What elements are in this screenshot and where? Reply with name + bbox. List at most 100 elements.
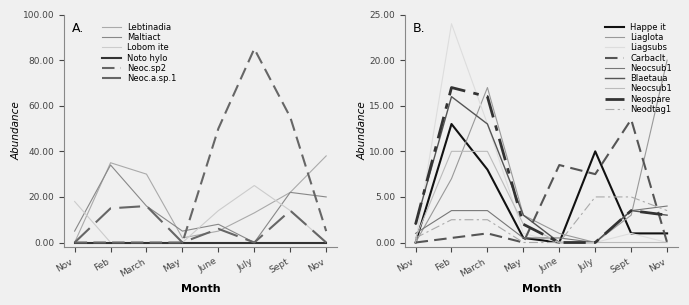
Noto hylo	[106, 241, 114, 244]
Line: Blaetaua: Blaetaua	[415, 97, 667, 242]
Maltiact	[143, 204, 151, 208]
Lobom ite	[106, 241, 114, 244]
Happe it	[627, 231, 635, 235]
Liagsubs	[411, 241, 420, 244]
Lebtinadia	[322, 154, 330, 158]
Maltiact	[250, 241, 258, 244]
Line: Liaglota: Liaglota	[415, 60, 667, 242]
Happe it	[591, 149, 599, 153]
Maltiact	[178, 229, 187, 233]
Neocsub1	[447, 209, 455, 213]
Neospare	[591, 241, 599, 244]
Text: A.: A.	[72, 22, 84, 34]
Line: Happe it: Happe it	[415, 124, 667, 242]
Liaglota	[483, 86, 491, 89]
Carbaclt	[447, 236, 455, 240]
Neocsub1	[520, 222, 528, 226]
Liagsubs	[520, 231, 528, 235]
Neospare	[627, 209, 635, 213]
Liagsubs	[555, 241, 564, 244]
Neocsub1	[663, 204, 671, 208]
Legend: Happe it, Liaglota, Liagsubs, Carbaclt, Neocsub1, Blaetaua, Neocsub1, Neospare, : Happe it, Liaglota, Liagsubs, Carbaclt, …	[604, 21, 674, 115]
Line: Neoc.sp2: Neoc.sp2	[74, 49, 326, 242]
Neocsub1	[627, 241, 635, 244]
Neodtag1	[411, 236, 420, 240]
Neospare	[663, 213, 671, 217]
Neoc.sp2	[214, 127, 223, 131]
Neospare	[555, 241, 564, 244]
Neospare	[411, 222, 420, 226]
Liagsubs	[591, 241, 599, 244]
Liagsubs	[663, 241, 671, 244]
Neoc.sp2	[322, 229, 330, 233]
Carbaclt	[555, 163, 564, 167]
Liaglota	[411, 241, 420, 244]
Neocsub1	[520, 236, 528, 240]
Line: Lobom ite: Lobom ite	[74, 185, 326, 242]
Lebtinadia	[70, 241, 79, 244]
Carbaclt	[591, 172, 599, 176]
Line: Neocsub1: Neocsub1	[415, 206, 667, 242]
Line: Neoc.a.sp.1: Neoc.a.sp.1	[74, 206, 326, 242]
Carbaclt	[663, 241, 671, 244]
Noto hylo	[214, 241, 223, 244]
Liaglota	[520, 213, 528, 217]
Maltiact	[286, 191, 294, 194]
Carbaclt	[627, 118, 635, 121]
Neodtag1	[663, 209, 671, 213]
Happe it	[555, 241, 564, 244]
Neoc.sp2	[178, 241, 187, 244]
Neoc.sp2	[70, 241, 79, 244]
Liagsubs	[447, 22, 455, 26]
Neodtag1	[447, 218, 455, 221]
Liaglota	[627, 213, 635, 217]
Neocsub1	[411, 231, 420, 235]
Neoc.a.sp.1	[286, 209, 294, 213]
Liaglota	[555, 231, 564, 235]
Neocsub1	[591, 241, 599, 244]
X-axis label: Month: Month	[522, 284, 561, 294]
Blaetaua	[663, 213, 671, 217]
Lobom ite	[178, 241, 187, 244]
Carbaclt	[520, 241, 528, 244]
Neoc.sp2	[143, 241, 151, 244]
Neocsub1	[447, 149, 455, 153]
Carbaclt	[483, 231, 491, 235]
Blaetaua	[555, 241, 564, 244]
Maltiact	[106, 163, 114, 167]
Lobom ite	[143, 241, 151, 244]
Noto hylo	[322, 241, 330, 244]
Lebtinadia	[214, 229, 223, 233]
Noto hylo	[178, 241, 187, 244]
Neoc.a.sp.1	[143, 204, 151, 208]
Lobom ite	[322, 241, 330, 244]
Neodtag1	[627, 195, 635, 199]
Line: Lebtinadia: Lebtinadia	[74, 156, 326, 242]
Neocsub1	[555, 241, 564, 244]
Liagsubs	[627, 231, 635, 235]
Liaglota	[591, 241, 599, 244]
Noto hylo	[143, 241, 151, 244]
Y-axis label: Abundance: Abundance	[358, 102, 368, 160]
Neoc.a.sp.1	[106, 206, 114, 210]
Neospare	[447, 86, 455, 89]
Blaetaua	[447, 95, 455, 99]
Noto hylo	[250, 241, 258, 244]
Line: Carbaclt: Carbaclt	[415, 120, 667, 242]
Lobom ite	[250, 184, 258, 187]
X-axis label: Month: Month	[181, 284, 220, 294]
Line: Neospare: Neospare	[415, 88, 667, 242]
Blaetaua	[520, 213, 528, 217]
Maltiact	[322, 195, 330, 199]
Noto hylo	[70, 241, 79, 244]
Lebtinadia	[286, 191, 294, 194]
Neoc.a.sp.1	[178, 241, 187, 244]
Neodtag1	[591, 195, 599, 199]
Liaglota	[663, 58, 671, 62]
Neocsub1	[591, 241, 599, 244]
Neodtag1	[520, 241, 528, 244]
Line: Maltiact: Maltiact	[74, 165, 326, 242]
Neodtag1	[483, 218, 491, 221]
Maltiact	[214, 222, 223, 226]
Lebtinadia	[250, 211, 258, 215]
